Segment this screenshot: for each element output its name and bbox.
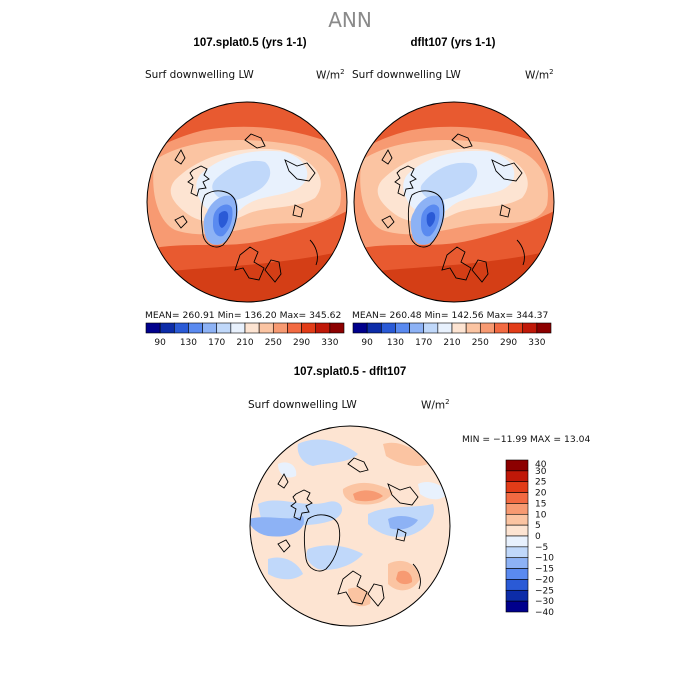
panel-2-colorbar-swatch [451,322,467,334]
diff-colorbar-swatch [505,481,529,493]
diff-colorbar-swatch [505,579,529,591]
diff-colorbar-tick-label: −40 [535,608,554,618]
panel-2-colorbar-tick-label: 90 [361,338,373,348]
panel-1-colorbar-tick-label: 210 [236,338,253,348]
panel-2-colorbar-tick-label: 290 [500,338,517,348]
diff-colorbar-tick-label: 5 [535,521,541,531]
panel-2-colorbar-swatch [352,322,368,334]
panel-1-colorbar-tick-label: 290 [293,338,310,348]
panel-1-variable: Surf downwelling LW [145,69,254,81]
panel-2-colorbar-swatch [522,322,538,334]
diff-colorbar-tick-label: −30 [535,597,554,607]
panel-1-colorbar-swatch [272,322,288,334]
diff-colorbar-swatch [505,503,529,515]
diff-colorbar-tick-label: 30 [535,467,547,477]
diff-colorbar-tick-label: −20 [535,575,554,585]
diff-colorbar-swatch [505,459,529,472]
diff-colorbar-swatch [505,589,529,602]
diff-panel-map [249,425,451,627]
panel-1-colorbar-swatch [173,322,189,334]
panel-2-colorbar-swatch [409,322,425,334]
diff-colorbar-tick-label: 40 [535,460,547,470]
diff-colorbar-swatch [505,568,529,580]
figure-title: ANN [328,8,372,32]
panel-1-colorbar-swatch [216,322,232,334]
diff-colorbar-swatch [505,513,529,526]
panel-1-colorbar-swatch [329,322,345,334]
panel-2-colorbar-tick-label: 130 [387,338,404,348]
panel-1-colorbar-tick-label: 90 [154,338,166,348]
panel-1-colorbar-tick-label: 250 [265,338,282,348]
panel-2-colorbar-tick-label: 250 [472,338,489,348]
diff-colorbar-swatch [505,546,529,559]
diff-panel-units: W/m2 [421,398,450,412]
diff-colorbar-tick-label: 15 [535,499,546,509]
panel-1-map [146,101,348,303]
diff-colorbar-tick-label: 20 [535,489,547,499]
panel-2-colorbar-swatch [508,322,524,334]
diff-panel-stats: MIN = −11.99 MAX = 13.04 [462,434,591,445]
diff-colorbar-tick-label: 0 [535,532,541,542]
panel-2-colorbar-tick-label: 330 [528,338,545,348]
panel-1-colorbar: 90130170210250290330370 [145,322,345,348]
panel-1-colorbar-swatch [244,322,260,334]
panel-2-stats: MEAN= 260.48 Min= 142.56 Max= 344.37 [352,310,549,321]
panel-2-colorbar-swatch [536,322,552,334]
panel-1-stats: MEAN= 260.91 Min= 136.20 Max= 345.62 [145,310,342,321]
panel-1-colorbar-swatch [188,322,203,334]
diff-colorbar-tick-label: 25 [535,478,546,488]
panel-1-colorbar-swatch [230,322,246,334]
panel-2-colorbar-swatch [366,322,382,334]
panel-2-colorbar-swatch [437,322,453,334]
panel-2-colorbar-swatch [423,322,439,334]
panel-2-map [353,101,555,303]
diff-colorbar-swatch [505,470,529,483]
diff-colorbar-swatch [505,535,529,548]
panel-1-colorbar-swatch [301,322,317,334]
panel-1-colorbar-swatch [287,322,302,334]
panel-1-colorbar-swatch [159,322,175,334]
diff-colorbar-swatch [505,600,529,613]
panel-1-colorbar-tick-label: 330 [321,338,338,348]
panel-2-colorbar-tick-label: 210 [443,338,460,348]
panel-1-colorbar-swatch [258,322,274,334]
panel-2-variable: Surf downwelling LW [352,69,461,81]
panel-2-units: W/m2 [525,68,554,82]
panel-1-colorbar-tick-label: 170 [208,338,225,348]
diff-colorbar-tick-label: −25 [535,586,554,596]
diff-colorbar-swatch [505,492,529,504]
diff-colorbar-tick-label: 10 [535,510,547,520]
panel-1-title: 107.splat0.5 (yrs 1-1) [193,37,307,49]
panel-1-colorbar-swatch [315,322,331,334]
diff-colorbar-swatch [505,524,529,537]
panel-2-title: dflt107 (yrs 1-1) [410,37,496,49]
panel-2-colorbar-tick-label: 170 [415,338,432,348]
diff-colorbar-tick-label: −15 [535,565,554,575]
panel-1-colorbar-swatch [202,322,218,334]
panel-2-colorbar-swatch [494,322,509,334]
diff-colorbar-swatch [505,557,529,569]
panel-2-colorbar: 90130170210250290330370 [352,322,552,348]
panel-2-colorbar-swatch [479,322,495,334]
panel-1-colorbar-swatch [145,322,161,334]
panel-2-colorbar-swatch [395,322,410,334]
panel-2-colorbar-swatch [465,322,481,334]
diff-colorbar-tick-label: −10 [535,554,554,564]
diff-colorbar-tick-label: −5 [535,543,548,553]
panel-2-colorbar-swatch [380,322,396,334]
panel-1-colorbar-tick-label: 130 [180,338,197,348]
panel-1-units: W/m2 [316,68,345,82]
diff-panel-title: 107.splat0.5 - dflt107 [293,366,407,378]
diff-panel-variable: Surf downwelling LW [248,399,357,411]
